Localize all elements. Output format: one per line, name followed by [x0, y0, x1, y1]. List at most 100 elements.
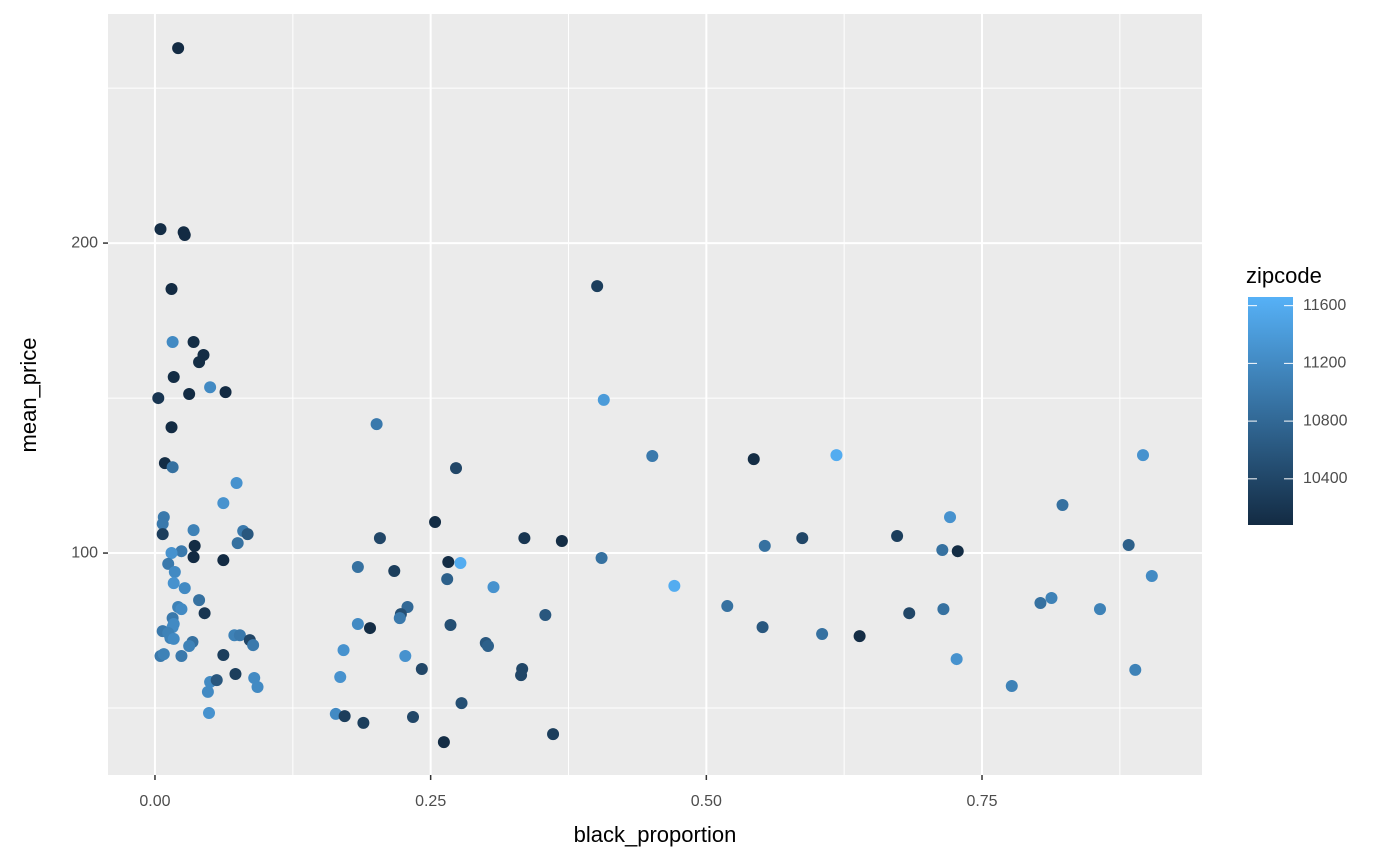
point: [646, 450, 659, 463]
point: [853, 630, 866, 643]
colorbar-label: 10800: [1303, 412, 1348, 429]
point: [157, 648, 170, 661]
point: [166, 335, 179, 348]
point: [937, 603, 950, 616]
point: [217, 649, 230, 662]
point: [217, 497, 230, 510]
point: [903, 607, 916, 620]
point: [721, 600, 734, 613]
point: [337, 644, 350, 657]
point: [1093, 603, 1106, 616]
point: [188, 539, 201, 552]
point: [441, 573, 454, 586]
point: [175, 603, 188, 616]
point: [231, 537, 244, 550]
point: [1045, 592, 1058, 605]
point: [442, 556, 455, 569]
point: [591, 280, 604, 293]
colorbar-label: 10400: [1303, 470, 1348, 487]
point: [230, 476, 243, 489]
point: [178, 229, 191, 242]
point: [152, 392, 165, 405]
point: [950, 653, 963, 666]
x-tick-label: 0.75: [966, 793, 997, 810]
colorbar-label: 11600: [1303, 297, 1346, 314]
point: [388, 565, 401, 578]
point: [156, 517, 169, 530]
point: [168, 565, 181, 578]
point: [247, 639, 260, 652]
point: [172, 42, 185, 55]
y-tick-label: 100: [71, 544, 98, 561]
point: [167, 577, 180, 590]
point: [1137, 449, 1150, 462]
point: [193, 594, 206, 607]
point: [891, 530, 904, 543]
point: [399, 649, 412, 662]
point: [444, 618, 457, 631]
point: [166, 461, 179, 474]
point: [187, 524, 200, 537]
point: [217, 554, 230, 567]
point: [175, 545, 188, 558]
point: [455, 697, 468, 710]
point: [481, 640, 494, 653]
point: [251, 680, 264, 693]
point: [210, 674, 223, 687]
point: [555, 534, 568, 547]
point: [515, 669, 528, 682]
point: [183, 640, 196, 653]
point: [183, 388, 196, 401]
point: [415, 662, 428, 675]
y-tick-label: 200: [71, 234, 98, 251]
point: [193, 356, 206, 369]
y-axis-title: mean_price: [16, 338, 41, 453]
point: [1145, 569, 1158, 582]
point: [165, 421, 178, 434]
point: [1034, 596, 1047, 609]
point: [229, 667, 242, 680]
point: [1005, 680, 1018, 693]
point: [165, 547, 178, 560]
panel: [108, 14, 1202, 775]
point: [165, 282, 178, 295]
colorbar-label: 11200: [1303, 355, 1346, 372]
point: [539, 609, 552, 622]
point: [203, 707, 216, 720]
point: [187, 335, 200, 348]
point: [204, 381, 217, 394]
point: [944, 511, 957, 524]
point: [595, 552, 608, 565]
point: [1129, 663, 1142, 676]
x-tick-label: 0.00: [139, 793, 170, 810]
point: [241, 528, 254, 541]
point: [1056, 499, 1069, 512]
point: [1122, 538, 1135, 551]
point: [951, 545, 964, 558]
point: [756, 621, 769, 634]
x-tick-label: 0.25: [415, 793, 446, 810]
point: [597, 393, 610, 406]
colorbar: [1248, 297, 1293, 525]
point: [156, 528, 169, 541]
legend-title: zipcode: [1246, 263, 1322, 288]
point: [518, 532, 531, 545]
point: [668, 579, 681, 592]
point: [187, 551, 200, 564]
point: [154, 223, 167, 236]
point: [178, 582, 191, 595]
point: [393, 612, 406, 625]
point: [454, 556, 467, 569]
point: [162, 557, 175, 570]
point: [437, 736, 450, 749]
point: [233, 629, 246, 642]
point: [175, 649, 188, 662]
point: [407, 711, 420, 724]
point: [351, 618, 364, 631]
point: [758, 539, 771, 552]
point: [936, 543, 949, 556]
point: [364, 622, 377, 635]
point: [167, 370, 180, 383]
point: [370, 418, 383, 431]
